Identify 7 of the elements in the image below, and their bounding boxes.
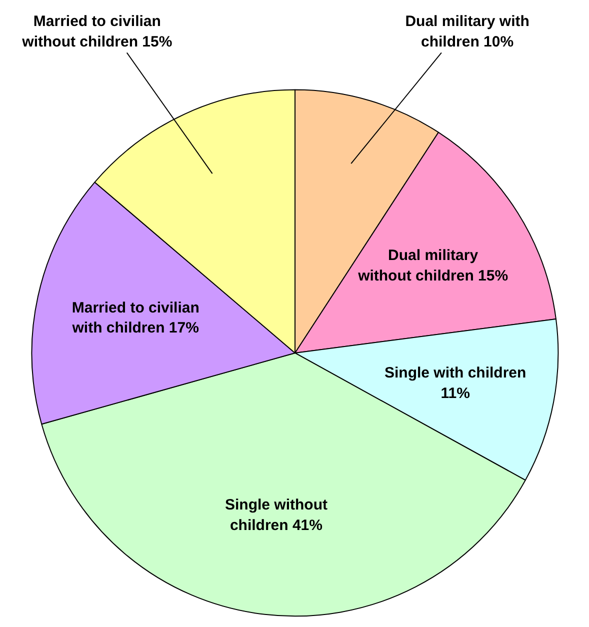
data-label: 11% bbox=[440, 385, 470, 402]
slice-label: Married to civilian without children 15% bbox=[21, 12, 172, 50]
slice-label: Dual military with children 10% bbox=[405, 12, 530, 50]
slice-label: Married to civilian with children 17% bbox=[71, 299, 200, 337]
slice-label: Single with children bbox=[384, 364, 526, 382]
slice-label: Dual military without children 15% bbox=[357, 247, 508, 285]
slice-label: Single without children 41% bbox=[224, 496, 328, 534]
